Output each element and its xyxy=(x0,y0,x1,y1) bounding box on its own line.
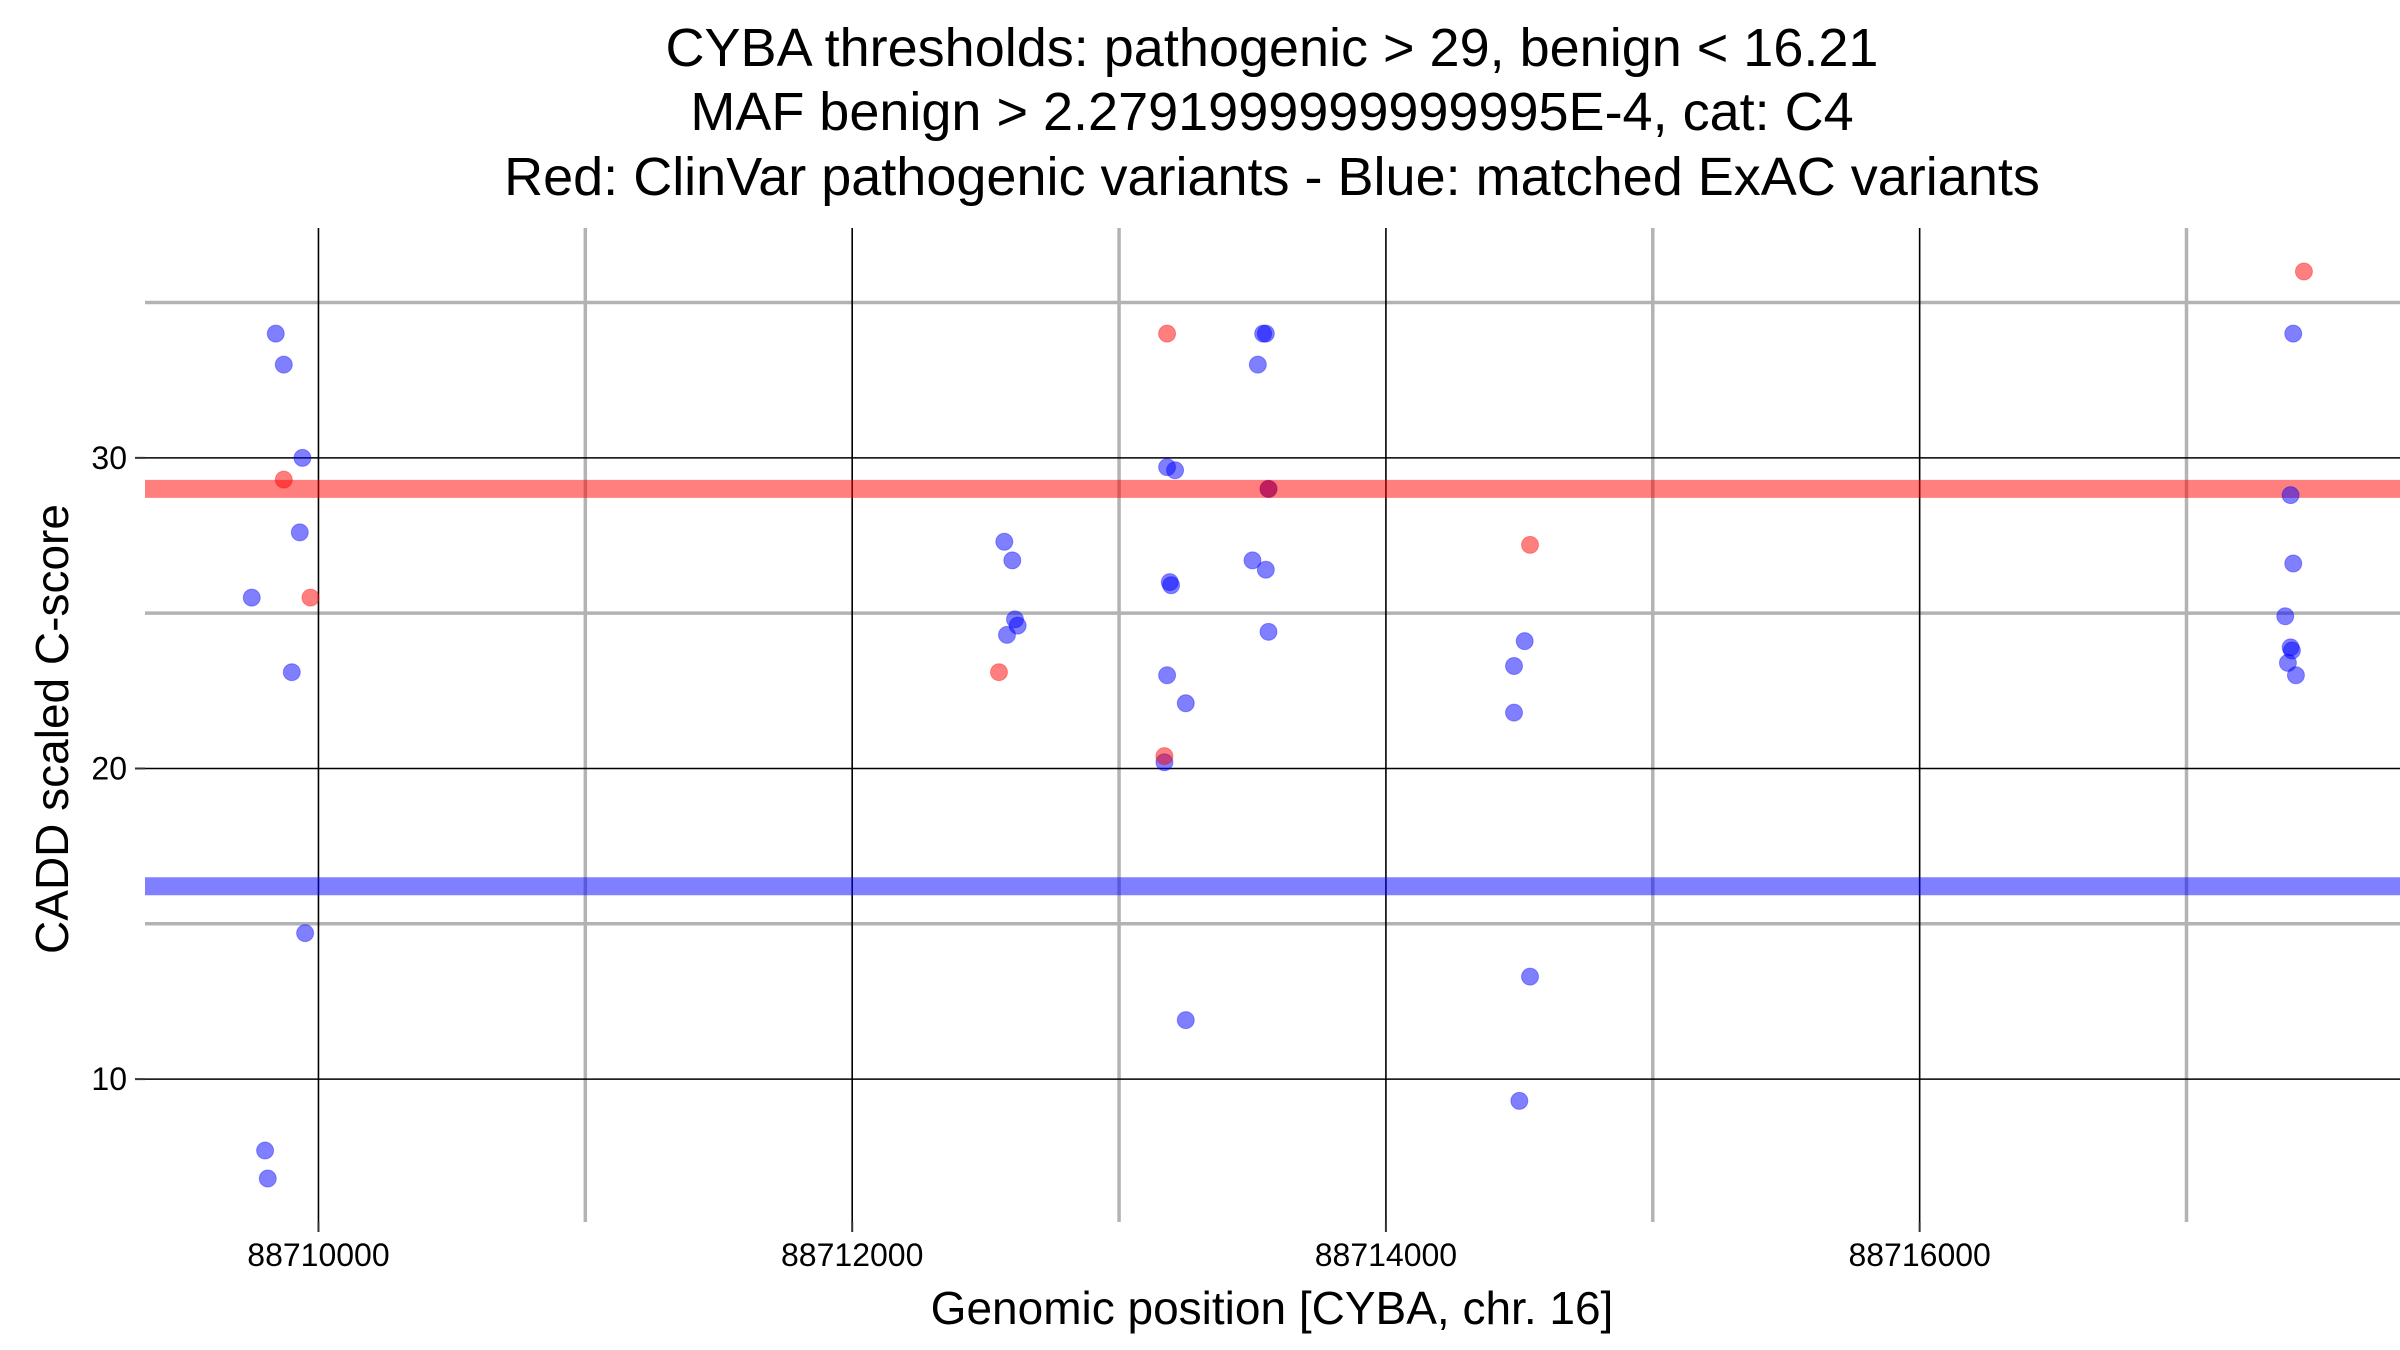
tick-layer: 88710000 88712000 88714000 88716000 10 20 30 xyxy=(91,440,1990,1273)
data-point-s1-6 xyxy=(1521,535,1540,554)
data-point-s0-35 xyxy=(2281,486,2300,505)
data-point-s0-7 xyxy=(256,1141,275,1160)
data-point-s0-40 xyxy=(2278,653,2297,672)
data-point-s0-10 xyxy=(1003,551,1022,570)
data-point-s0-37 xyxy=(2276,607,2295,626)
data-point-s0-26 xyxy=(1256,560,1275,579)
y-tick-label-0: 10 xyxy=(91,1061,127,1097)
data-point-s1-3 xyxy=(1158,324,1177,343)
x-tick-label-0: 88710000 xyxy=(247,1237,389,1273)
data-point-s0-0 xyxy=(266,324,285,343)
data-point-s1-0 xyxy=(274,470,293,489)
x-tick-label-3: 88716000 xyxy=(1848,1237,1990,1273)
y-axis-title: CADD scaled C-score xyxy=(26,504,78,954)
data-point-s0-34 xyxy=(2284,324,2303,343)
y-tick-label-2: 30 xyxy=(91,440,127,476)
data-point-s1-4 xyxy=(1155,747,1174,766)
data-point-s0-18 xyxy=(1158,666,1177,685)
data-point-s0-27 xyxy=(1259,622,1278,641)
x-axis-title: Genomic position [CYBA, chr. 16] xyxy=(931,1282,1614,1334)
data-point-s0-9 xyxy=(995,532,1014,551)
data-point-s0-4 xyxy=(242,588,261,607)
data-point-s1-5 xyxy=(1259,479,1278,498)
data-point-s0-17 xyxy=(1162,576,1181,595)
data-point-s0-15 xyxy=(1166,461,1185,480)
data-point-s0-2 xyxy=(293,448,312,467)
data-point-s1-1 xyxy=(301,588,320,607)
data-point-s0-25 xyxy=(1243,551,1262,570)
title-line-3: Red: ClinVar pathogenic variants - Blue:… xyxy=(504,147,2040,207)
chart-title: CYBA thresholds: pathogenic > 29, benign… xyxy=(504,18,2040,207)
data-point-s0-41 xyxy=(2286,666,2305,685)
data-point-s1-2 xyxy=(989,663,1008,682)
data-point-s0-5 xyxy=(282,663,301,682)
data-point-s0-23 xyxy=(1256,324,1275,343)
data-point-s0-1 xyxy=(274,355,293,374)
data-point-s0-32 xyxy=(1521,967,1540,986)
data-point-s0-36 xyxy=(2284,554,2303,573)
title-line-1: CYBA thresholds: pathogenic > 29, benign… xyxy=(666,18,1879,78)
data-point-s0-3 xyxy=(290,523,309,542)
title-line-2: MAF benign > 2.2791999999999995E-4, cat:… xyxy=(690,82,1853,142)
data-point-s1-7 xyxy=(2294,262,2313,281)
data-point-s0-29 xyxy=(1515,632,1534,651)
data-point-s0-30 xyxy=(1505,656,1524,675)
grid-layer xyxy=(145,228,2400,1222)
data-point-s0-19 xyxy=(1176,694,1195,713)
data-point-s0-33 xyxy=(1510,1091,1529,1110)
data-point-s0-6 xyxy=(296,924,315,943)
point-layer xyxy=(242,262,2313,1188)
data-point-s0-21 xyxy=(1176,1011,1195,1030)
data-point-s0-8 xyxy=(258,1169,277,1188)
y-tick-label-1: 20 xyxy=(91,750,127,786)
x-tick-label-2: 88714000 xyxy=(1315,1237,1457,1273)
data-point-s0-13 xyxy=(997,625,1016,644)
data-point-s0-31 xyxy=(1505,703,1524,722)
threshold-layer xyxy=(145,479,2400,896)
x-tick-label-1: 88712000 xyxy=(781,1237,923,1273)
data-point-s0-24 xyxy=(1248,355,1267,374)
